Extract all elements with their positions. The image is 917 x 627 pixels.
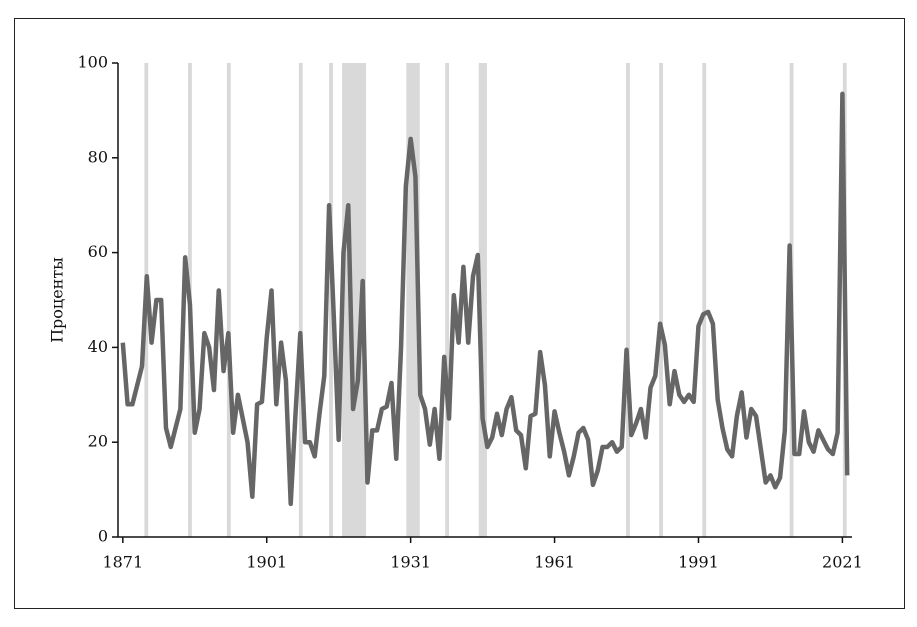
shaded-period [226,63,231,537]
data-line [120,91,850,507]
x-tick-label: 2021 [822,553,863,572]
shaded-period [445,63,450,537]
y-tick-label: 20 [88,432,108,451]
y-tick-label: 0 [98,527,108,546]
y-tick-label: 40 [88,337,108,356]
y-tick-label: 60 [88,242,108,261]
y-axis-label: Проценты [48,257,67,343]
shaded-period [659,63,663,537]
x-tick-label: 1961 [534,553,575,572]
x-tick-label: 1931 [390,553,431,572]
x-tick-label: 1901 [246,553,287,572]
x-tick-label: 1991 [678,553,719,572]
x-tick-label: 1871 [102,553,143,572]
y-tick-label: 100 [77,53,108,72]
y-tick-label: 80 [88,147,108,166]
shaded-period [342,63,367,537]
shaded-period [626,63,630,537]
shaded-period [298,63,303,537]
shaded-period [478,63,487,537]
shaded-period [702,63,707,537]
